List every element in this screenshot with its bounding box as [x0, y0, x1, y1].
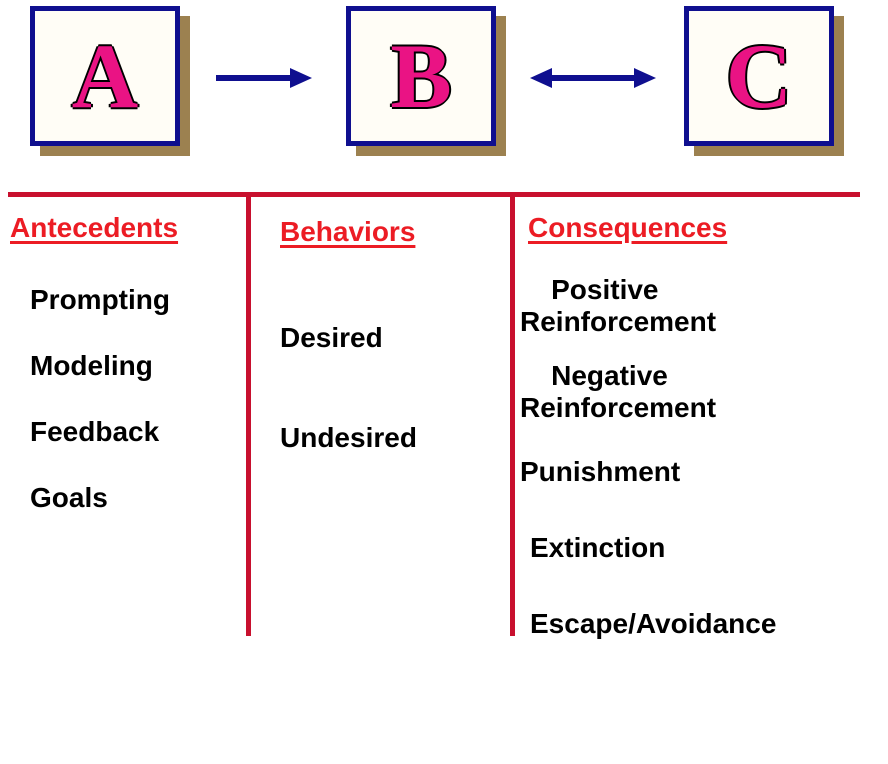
col-title-antecedents: Antecedents — [10, 212, 178, 244]
top-divider — [8, 192, 860, 197]
item-escape-avoidance: Escape/Avoidance — [530, 608, 776, 640]
col-divider-1 — [246, 192, 251, 636]
item-extinction: Extinction — [530, 532, 665, 564]
box-a: A — [30, 6, 180, 146]
col-title-consequences: Consequences — [528, 212, 727, 244]
box-c: C — [684, 6, 834, 146]
item-goals: Goals — [30, 482, 108, 514]
box-b: B — [346, 6, 496, 146]
item-modeling: Modeling — [30, 350, 153, 382]
box-a-letter: A — [72, 23, 138, 129]
item-undesired: Undesired — [280, 422, 417, 454]
arrow-a-to-b — [216, 64, 312, 92]
box-a-face: A — [30, 6, 180, 146]
item-punishment: Punishment — [520, 456, 680, 488]
item-desired: Desired — [280, 322, 383, 354]
box-c-face: C — [684, 6, 834, 146]
box-b-letter: B — [390, 23, 451, 129]
box-c-letter: C — [726, 23, 792, 129]
item-positive-reinforcement: Positive Reinforcement — [520, 274, 716, 338]
arrow-b-to-c — [530, 64, 656, 92]
item-prompting: Prompting — [30, 284, 170, 316]
col-divider-2 — [510, 192, 515, 636]
item-feedback: Feedback — [30, 416, 159, 448]
item-negative-reinforcement: Negative Reinforcement — [520, 360, 716, 424]
col-title-behaviors: Behaviors — [280, 216, 415, 248]
abc-box-row: A B C — [0, 0, 888, 160]
box-b-face: B — [346, 6, 496, 146]
